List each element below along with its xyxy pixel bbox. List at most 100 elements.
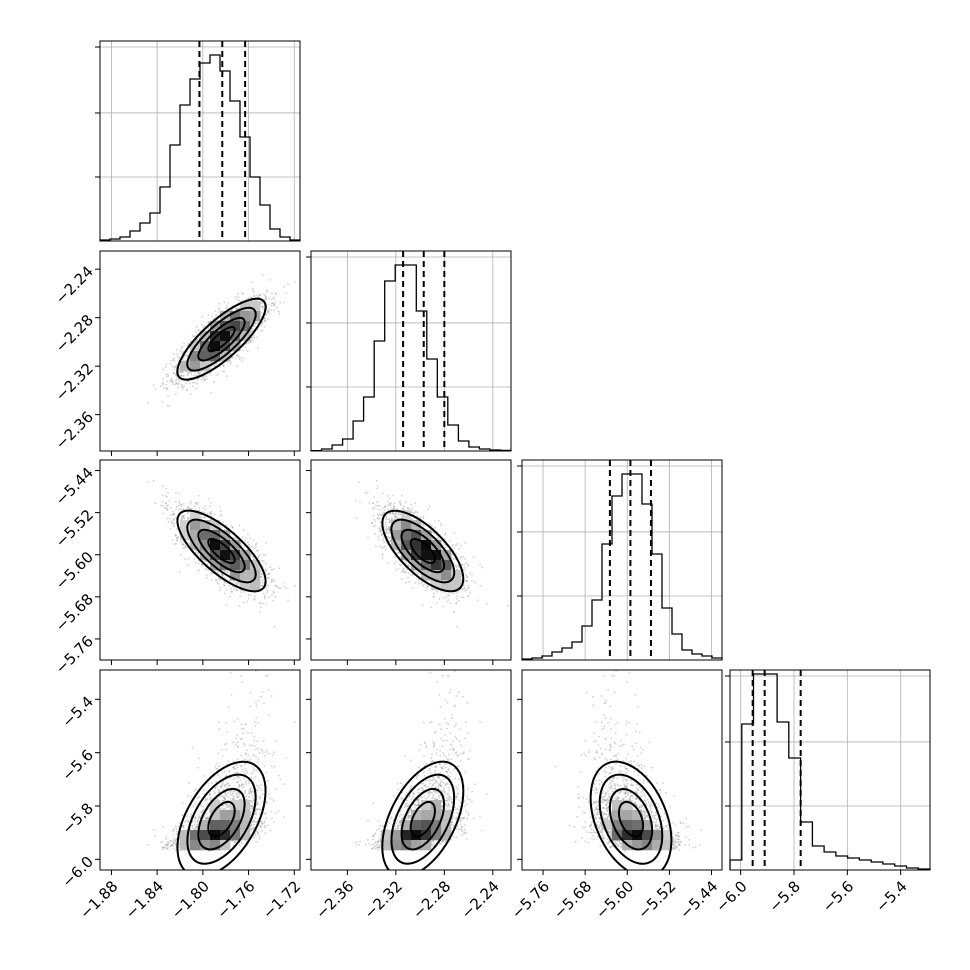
sample-point [198, 555, 201, 557]
sample-point [247, 341, 250, 344]
sample-point [224, 571, 226, 573]
sample-point [240, 591, 243, 593]
y-tick-label: −2.28 [52, 311, 97, 356]
sample-point [208, 505, 211, 507]
sample-point [402, 505, 405, 508]
sample-point [264, 297, 267, 300]
sample-point [180, 515, 183, 518]
sample-point [246, 350, 249, 352]
sample-point [419, 516, 422, 519]
density-cell [220, 321, 231, 332]
sample-point [260, 576, 262, 579]
sample-point [164, 366, 167, 369]
sample-point [222, 521, 225, 524]
sample-point [186, 505, 189, 508]
sample-point [166, 517, 169, 520]
sample-point [181, 346, 184, 348]
sample-point [177, 508, 180, 511]
sample-point [251, 336, 254, 339]
sample-point [183, 514, 185, 517]
sample-point [242, 293, 245, 295]
sample-point [451, 553, 454, 555]
sample-point [216, 374, 218, 377]
sample-point [271, 292, 273, 295]
sample-point [180, 376, 183, 378]
sample-point [169, 527, 172, 530]
sample-point [187, 506, 189, 509]
sample-point [462, 596, 465, 599]
sample-point [161, 504, 164, 507]
sample-point [180, 385, 183, 388]
sample-point [266, 311, 269, 314]
sample-point [427, 508, 430, 510]
sample-point [207, 314, 210, 317]
sample-point [180, 374, 183, 377]
sample-point [172, 381, 174, 383]
sample-point [271, 569, 273, 571]
sample-point [233, 588, 236, 591]
sample-point [176, 539, 179, 541]
sample-point [261, 573, 263, 576]
density-cell [250, 301, 261, 312]
sample-point [240, 544, 243, 547]
sample-point [221, 574, 224, 576]
sample-point [200, 323, 203, 326]
sample-point [265, 587, 268, 590]
sample-point [152, 384, 155, 386]
sample-point [264, 554, 267, 556]
sample-point [210, 512, 213, 515]
sample-point [176, 378, 179, 380]
sample-point [186, 512, 189, 515]
sample-point [199, 372, 201, 374]
y-tick-label: −5.52 [52, 506, 97, 551]
sample-point [214, 579, 217, 582]
contour-2 [186, 306, 257, 372]
contour-0 [207, 326, 236, 353]
sample-point [197, 560, 200, 562]
sample-point [250, 321, 253, 324]
sample-point [169, 380, 172, 383]
sample-point [173, 543, 176, 546]
sample-point [260, 301, 262, 304]
sample-point [277, 310, 280, 313]
sample-point [266, 576, 269, 579]
sample-point [152, 479, 155, 482]
sample-point [182, 376, 185, 379]
sample-point [192, 381, 194, 384]
sample-point [191, 507, 193, 510]
sample-point [391, 513, 394, 515]
sample-point [252, 339, 255, 342]
sample-point [283, 286, 285, 288]
sample-point [254, 299, 257, 302]
sample-point [261, 322, 263, 325]
sample-point [226, 307, 229, 310]
sample-point [193, 505, 196, 507]
sample-point [249, 340, 252, 343]
sample-point [172, 510, 175, 513]
sample-point [205, 576, 208, 579]
sample-point [262, 560, 265, 563]
sample-point [163, 507, 166, 509]
sample-point [373, 496, 375, 498]
sample-point [263, 317, 266, 319]
sample-point [211, 361, 214, 363]
density-cell [230, 560, 241, 571]
sample-point [226, 304, 229, 307]
sample-point [270, 309, 273, 312]
sample-point [256, 294, 258, 297]
sample-point [165, 388, 168, 390]
sample-point [221, 370, 224, 372]
sample-point [181, 387, 184, 390]
sample-point [467, 565, 469, 568]
sample-point [222, 364, 225, 367]
density-cell [190, 351, 201, 362]
sample-point [243, 591, 246, 593]
sample-point [261, 579, 264, 582]
sample-point [162, 494, 164, 497]
sample-point [223, 592, 226, 595]
sample-point [400, 494, 403, 497]
sample-point [265, 298, 267, 301]
density-cell [210, 530, 221, 541]
sample-point [177, 382, 180, 385]
sample-point [182, 386, 185, 388]
